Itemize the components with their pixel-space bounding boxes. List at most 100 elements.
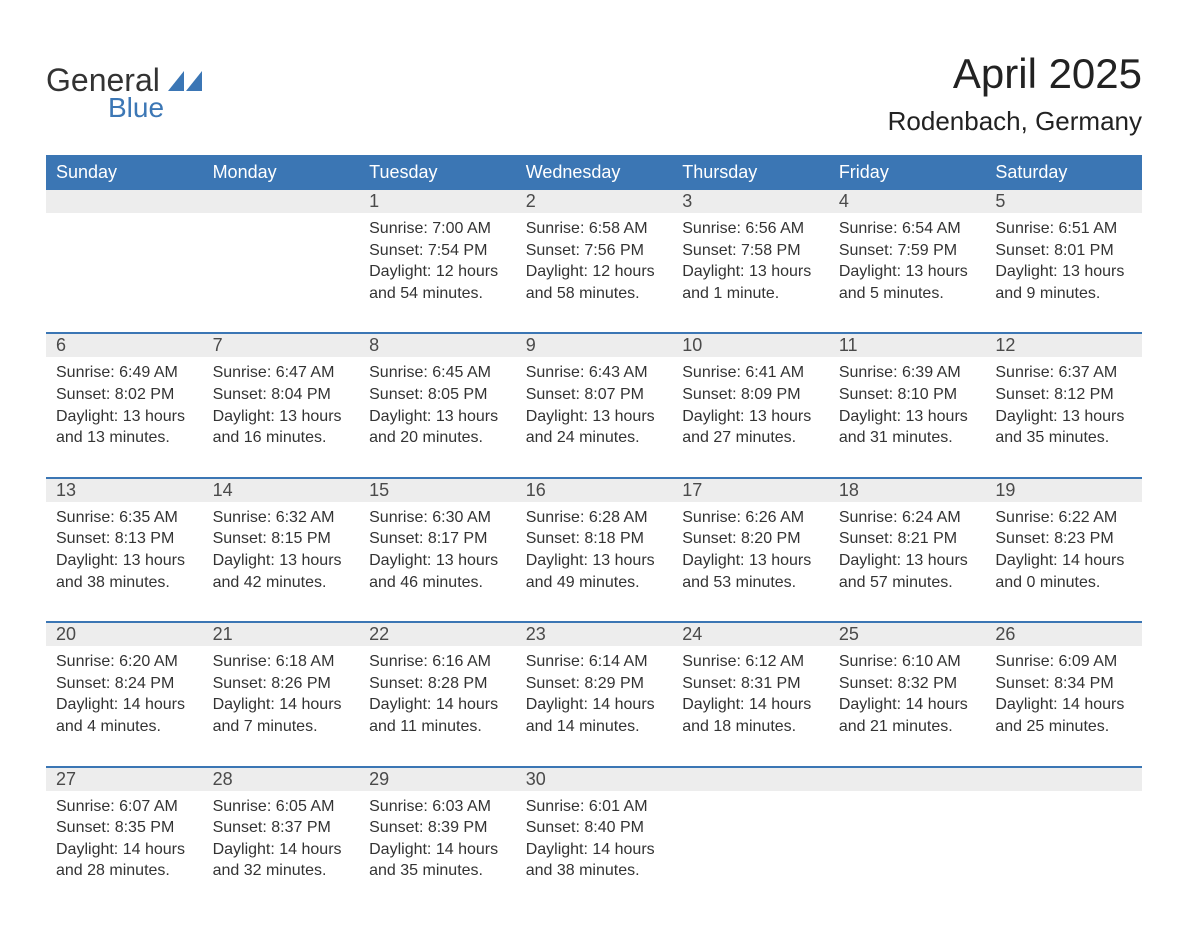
day-cell: Sunrise: 6:47 AMSunset: 8:04 PMDaylight:… [203, 357, 360, 477]
daylight-text: Daylight: 13 hours and 31 minutes. [839, 406, 976, 449]
day-cell: Sunrise: 6:07 AMSunset: 8:35 PMDaylight:… [46, 791, 203, 892]
sunrise-text: Sunrise: 6:09 AM [995, 651, 1132, 673]
day-number-row: 13141516171819 [46, 479, 1142, 502]
sunset-text: Sunset: 8:23 PM [995, 528, 1132, 550]
day-cell: Sunrise: 6:28 AMSunset: 8:18 PMDaylight:… [516, 502, 673, 622]
day-cell [46, 213, 203, 333]
day-cell: Sunrise: 6:18 AMSunset: 8:26 PMDaylight:… [203, 646, 360, 766]
sunset-text: Sunset: 8:18 PM [526, 528, 663, 550]
daylight-text: Daylight: 14 hours and 7 minutes. [213, 694, 350, 737]
sunset-text: Sunset: 8:26 PM [213, 673, 350, 695]
sunset-text: Sunset: 7:56 PM [526, 240, 663, 262]
day-cell: Sunrise: 6:05 AMSunset: 8:37 PMDaylight:… [203, 791, 360, 892]
day-number: 7 [203, 334, 360, 357]
day-cell: Sunrise: 6:22 AMSunset: 8:23 PMDaylight:… [985, 502, 1142, 622]
day-cell: Sunrise: 6:43 AMSunset: 8:07 PMDaylight:… [516, 357, 673, 477]
sunrise-text: Sunrise: 6:45 AM [369, 362, 506, 384]
day-number [672, 768, 829, 791]
sunset-text: Sunset: 8:37 PM [213, 817, 350, 839]
sunset-text: Sunset: 8:01 PM [995, 240, 1132, 262]
weekday-header: Wednesday [516, 155, 673, 190]
day-number-row: 6789101112 [46, 334, 1142, 357]
sunrise-text: Sunrise: 7:00 AM [369, 218, 506, 240]
daylight-text: Daylight: 14 hours and 38 minutes. [526, 839, 663, 882]
daylight-text: Daylight: 13 hours and 42 minutes. [213, 550, 350, 593]
daylight-text: Daylight: 13 hours and 38 minutes. [56, 550, 193, 593]
day-cell: Sunrise: 6:56 AMSunset: 7:58 PMDaylight:… [672, 213, 829, 333]
sunset-text: Sunset: 8:29 PM [526, 673, 663, 695]
day-number: 4 [829, 190, 986, 213]
day-number [203, 190, 360, 213]
sunset-text: Sunset: 7:54 PM [369, 240, 506, 262]
sunrise-text: Sunrise: 6:03 AM [369, 796, 506, 818]
location-label: Rodenbach, Germany [888, 106, 1142, 137]
day-number: 2 [516, 190, 673, 213]
daylight-text: Daylight: 13 hours and 16 minutes. [213, 406, 350, 449]
logo: General Blue [46, 50, 202, 124]
sunrise-text: Sunrise: 6:05 AM [213, 796, 350, 818]
daylight-text: Daylight: 14 hours and 0 minutes. [995, 550, 1132, 593]
title-block: April 2025 Rodenbach, Germany [888, 50, 1142, 137]
logo-swoosh-icon [168, 69, 202, 96]
day-number-row: 20212223242526 [46, 623, 1142, 646]
day-cell [203, 213, 360, 333]
sunset-text: Sunset: 8:28 PM [369, 673, 506, 695]
weekday-header-row: SundayMondayTuesdayWednesdayThursdayFrid… [46, 155, 1142, 190]
daylight-text: Daylight: 14 hours and 18 minutes. [682, 694, 819, 737]
month-title: April 2025 [888, 50, 1142, 98]
day-number: 23 [516, 623, 673, 646]
sunrise-text: Sunrise: 6:20 AM [56, 651, 193, 673]
day-number [829, 768, 986, 791]
sunset-text: Sunset: 8:34 PM [995, 673, 1132, 695]
sunrise-text: Sunrise: 6:49 AM [56, 362, 193, 384]
day-cell: Sunrise: 6:39 AMSunset: 8:10 PMDaylight:… [829, 357, 986, 477]
day-cell: Sunrise: 6:03 AMSunset: 8:39 PMDaylight:… [359, 791, 516, 892]
day-body-row: Sunrise: 6:20 AMSunset: 8:24 PMDaylight:… [46, 646, 1142, 766]
daylight-text: Daylight: 13 hours and 46 minutes. [369, 550, 506, 593]
calendar-table: SundayMondayTuesdayWednesdayThursdayFrid… [46, 155, 1142, 892]
day-cell: Sunrise: 6:49 AMSunset: 8:02 PMDaylight:… [46, 357, 203, 477]
day-cell: Sunrise: 6:37 AMSunset: 8:12 PMDaylight:… [985, 357, 1142, 477]
sunset-text: Sunset: 8:32 PM [839, 673, 976, 695]
sunset-text: Sunset: 8:35 PM [56, 817, 193, 839]
sunrise-text: Sunrise: 6:16 AM [369, 651, 506, 673]
sunrise-text: Sunrise: 6:41 AM [682, 362, 819, 384]
sunrise-text: Sunrise: 6:07 AM [56, 796, 193, 818]
day-number-row: 27282930 [46, 768, 1142, 791]
sunset-text: Sunset: 8:39 PM [369, 817, 506, 839]
daylight-text: Daylight: 13 hours and 5 minutes. [839, 261, 976, 304]
sunrise-text: Sunrise: 6:51 AM [995, 218, 1132, 240]
day-number: 24 [672, 623, 829, 646]
daylight-text: Daylight: 13 hours and 13 minutes. [56, 406, 193, 449]
sunset-text: Sunset: 7:58 PM [682, 240, 819, 262]
sunset-text: Sunset: 8:10 PM [839, 384, 976, 406]
day-cell: Sunrise: 6:51 AMSunset: 8:01 PMDaylight:… [985, 213, 1142, 333]
daylight-text: Daylight: 13 hours and 57 minutes. [839, 550, 976, 593]
day-number: 19 [985, 479, 1142, 502]
daylight-text: Daylight: 13 hours and 20 minutes. [369, 406, 506, 449]
daylight-text: Daylight: 14 hours and 28 minutes. [56, 839, 193, 882]
day-number: 16 [516, 479, 673, 502]
weekday-header: Friday [829, 155, 986, 190]
day-cell: Sunrise: 6:30 AMSunset: 8:17 PMDaylight:… [359, 502, 516, 622]
day-number [46, 190, 203, 213]
day-number: 14 [203, 479, 360, 502]
day-cell: Sunrise: 6:45 AMSunset: 8:05 PMDaylight:… [359, 357, 516, 477]
daylight-text: Daylight: 14 hours and 32 minutes. [213, 839, 350, 882]
day-cell: Sunrise: 6:26 AMSunset: 8:20 PMDaylight:… [672, 502, 829, 622]
day-number: 10 [672, 334, 829, 357]
daylight-text: Daylight: 12 hours and 58 minutes. [526, 261, 663, 304]
sunset-text: Sunset: 8:40 PM [526, 817, 663, 839]
sunset-text: Sunset: 8:13 PM [56, 528, 193, 550]
sunrise-text: Sunrise: 6:47 AM [213, 362, 350, 384]
sunset-text: Sunset: 8:12 PM [995, 384, 1132, 406]
sunset-text: Sunset: 7:59 PM [839, 240, 976, 262]
day-cell [985, 791, 1142, 892]
day-number: 13 [46, 479, 203, 502]
logo-word-2: Blue [108, 92, 202, 124]
weekday-header: Sunday [46, 155, 203, 190]
day-cell [672, 791, 829, 892]
day-body-row: Sunrise: 6:07 AMSunset: 8:35 PMDaylight:… [46, 791, 1142, 892]
daylight-text: Daylight: 13 hours and 49 minutes. [526, 550, 663, 593]
day-number-row: 12345 [46, 190, 1142, 213]
